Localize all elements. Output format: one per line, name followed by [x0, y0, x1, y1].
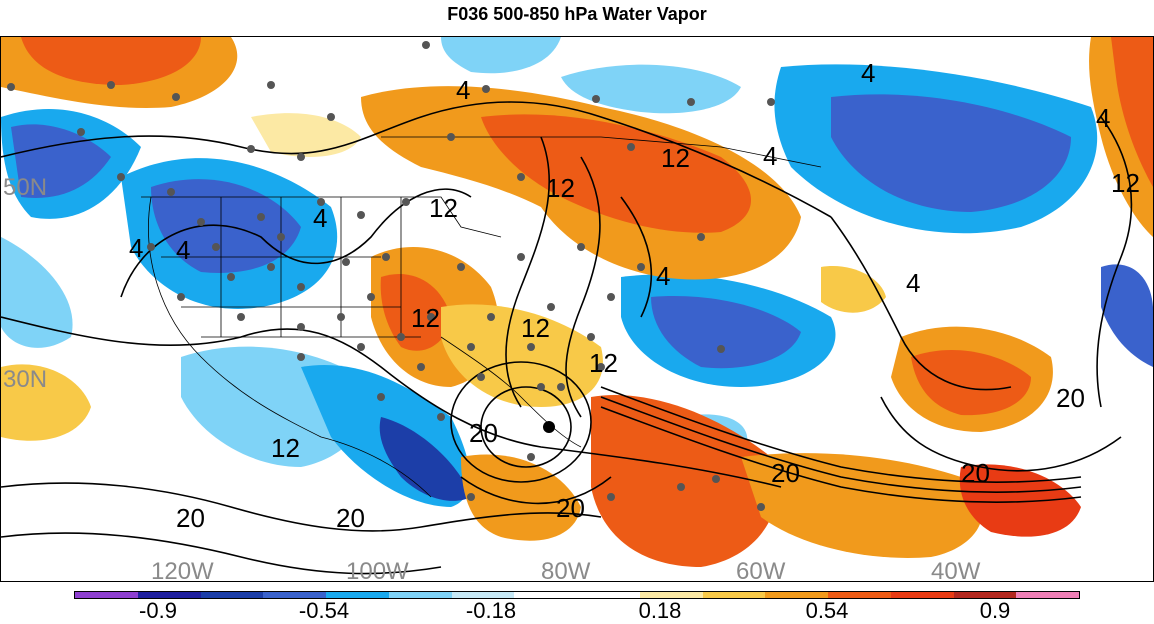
lon-label-40w: 40W: [931, 558, 981, 581]
contour-label: 4: [1096, 103, 1110, 133]
colorbar-segment: [326, 592, 389, 598]
contour-label: 20: [556, 493, 585, 523]
colorbar-tick-label: -0.9: [139, 598, 177, 623]
contour-label: 4: [906, 268, 920, 298]
colorbar-segment: [890, 592, 954, 598]
colorbar-segment: [514, 592, 577, 598]
lon-label-80w: 80W: [541, 558, 591, 581]
lon-label-120w: 120W: [151, 558, 214, 581]
contour-label: 12: [411, 303, 440, 333]
height-contours: [1, 101, 1133, 575]
colorbar-tick-label: 0.18: [638, 598, 682, 623]
colorbar-segment: [75, 592, 138, 598]
contour-label: 20: [771, 458, 800, 488]
contour-label: 20: [469, 418, 498, 448]
colorbar-segment: [702, 592, 766, 598]
contour-label: 12: [271, 433, 300, 463]
colorbar-tick-label: 0.9: [979, 598, 1011, 623]
contour-label: 20: [1056, 383, 1085, 413]
political-borders: [141, 136, 822, 498]
contour-label: 4: [763, 141, 777, 171]
contour-label: 4: [313, 203, 327, 233]
contour-label: 4: [176, 235, 190, 265]
lon-label-100w: 100W: [346, 558, 409, 581]
contour-label: 4: [129, 233, 143, 263]
storm-center-marker: [543, 421, 555, 433]
colorbar-segment: [200, 592, 264, 598]
contour-label: 4: [456, 75, 470, 105]
water-vapor-map: 50N 30N 120W 100W 80W 60W 40W 4 4 4 4 4 …: [0, 36, 1154, 582]
contour-label: 12: [429, 193, 458, 223]
colorbar-segment: [765, 592, 828, 598]
contour-label: 20: [961, 458, 990, 488]
contour-label: 12: [521, 313, 550, 343]
colorbar-segment: [388, 592, 452, 598]
colorbar-segment: [263, 592, 326, 598]
lon-label-60w: 60W: [736, 558, 786, 581]
contour-label: 4: [861, 58, 875, 88]
colorbar-segment: [953, 592, 1017, 598]
colorbar-segment: [639, 592, 703, 598]
contour-label: 20: [176, 503, 205, 533]
colorbar-tick-label: 0.54: [805, 598, 849, 623]
colorbar-tick-label: -0.54: [298, 598, 350, 623]
contour-label: 12: [661, 143, 690, 173]
contour-label: 12: [546, 173, 575, 203]
colorbar-segment: [137, 592, 201, 598]
contour-label: 12: [1111, 168, 1140, 198]
contour-label: 4: [656, 261, 670, 291]
colorbar-segment: [577, 592, 640, 598]
colorbar-segment: [451, 592, 515, 598]
colorbar-segment: [828, 592, 891, 598]
lat-label-50n: 50N: [3, 174, 47, 201]
colorbar-segment: [1016, 592, 1079, 598]
contour-label: 12: [589, 348, 618, 378]
map-title: F036 500-850 hPa Water Vapor: [447, 4, 707, 24]
colorbar: [74, 591, 1080, 599]
colorbar-tick-label: -0.18: [465, 598, 517, 623]
contour-label: 20: [336, 503, 365, 533]
observation-sites: [7, 41, 775, 511]
lat-label-30n: 30N: [3, 366, 47, 393]
